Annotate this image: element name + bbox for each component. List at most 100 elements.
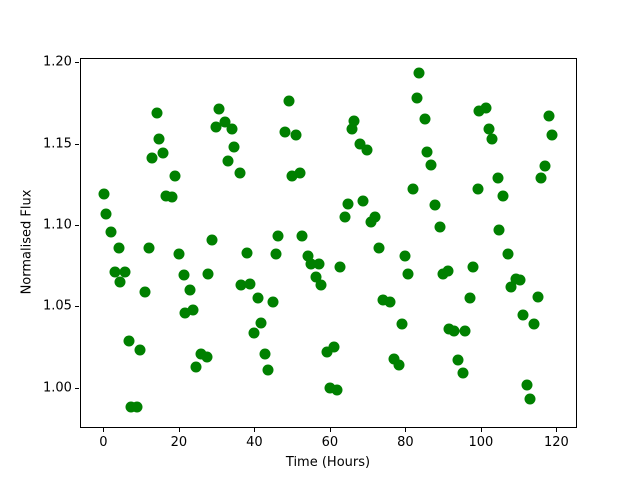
data-point (448, 325, 460, 337)
data-point (497, 190, 509, 202)
data-point (543, 110, 555, 122)
data-point (255, 317, 267, 329)
data-point (109, 266, 121, 278)
y-axis-tick (75, 143, 79, 145)
data-point (384, 296, 396, 308)
data-point (528, 318, 540, 330)
data-point (294, 167, 306, 179)
data-point (210, 121, 222, 133)
data-point (143, 242, 155, 254)
data-point (514, 274, 526, 286)
y-tick-label: 1.05 (43, 298, 72, 314)
data-point (339, 211, 351, 223)
data-point (464, 292, 476, 304)
data-point (457, 367, 469, 379)
x-axis-tick (178, 428, 180, 432)
data-point (493, 224, 505, 236)
y-tick-label: 1.20 (43, 54, 72, 70)
data-point (373, 242, 385, 254)
data-point (219, 116, 231, 128)
data-point (388, 353, 400, 365)
data-point (296, 230, 308, 242)
data-point (222, 155, 234, 167)
y-axis-label: Normalised Flux (19, 189, 35, 295)
data-point (305, 258, 317, 270)
data-point (114, 276, 126, 288)
data-point (179, 307, 191, 319)
data-point (521, 379, 533, 391)
data-point (393, 359, 405, 371)
data-point (213, 103, 225, 115)
data-point (532, 291, 544, 303)
data-point (377, 294, 389, 306)
data-point (361, 144, 373, 156)
data-point (173, 248, 185, 260)
data-point (169, 170, 181, 182)
plot-area (80, 58, 577, 428)
data-point (235, 279, 247, 291)
x-tick-label: 20 (170, 435, 188, 450)
data-point (419, 113, 431, 125)
data-point (502, 248, 514, 260)
x-axis-label: Time (Hours) (285, 455, 371, 470)
data-point (315, 279, 327, 291)
data-point (473, 105, 485, 117)
x-tick-label: 100 (468, 435, 494, 450)
data-point (134, 344, 146, 356)
y-axis-tick (75, 306, 79, 308)
y-axis-tick (75, 62, 79, 64)
data-point (139, 286, 151, 298)
data-point (369, 211, 381, 223)
data-point (539, 160, 551, 172)
data-point (123, 335, 135, 347)
data-point (283, 95, 295, 107)
data-point (535, 172, 547, 184)
data-point (153, 133, 165, 145)
data-point (228, 141, 240, 153)
data-point (342, 198, 354, 210)
data-point (184, 284, 196, 296)
data-point (241, 247, 253, 259)
x-axis-tick (329, 428, 331, 432)
x-tick-label: 60 (321, 435, 339, 450)
y-axis-tick (75, 387, 79, 389)
x-tick-label: 80 (397, 435, 414, 450)
data-point (313, 258, 325, 270)
data-point (452, 354, 464, 366)
data-point (467, 261, 479, 273)
x-axis-tick (405, 428, 407, 432)
data-point (524, 393, 536, 405)
data-point (425, 159, 437, 171)
data-point (396, 318, 408, 330)
x-axis-tick (103, 428, 105, 432)
data-point (119, 266, 131, 278)
data-point (146, 152, 158, 164)
data-point (407, 183, 419, 195)
x-axis-tick (254, 428, 256, 432)
data-point (272, 230, 284, 242)
data-point (202, 268, 214, 280)
data-point (321, 346, 333, 358)
data-point (442, 265, 454, 277)
data-point (125, 401, 137, 413)
data-point (365, 216, 377, 228)
data-point (166, 191, 178, 203)
data-point (279, 126, 291, 138)
y-axis-tick (75, 224, 79, 226)
data-point (429, 199, 441, 211)
data-point (486, 133, 498, 145)
data-point (157, 147, 169, 159)
x-tick-label: 40 (246, 435, 263, 450)
data-point (190, 361, 202, 373)
data-point (226, 123, 238, 135)
data-point (472, 183, 484, 195)
data-point (328, 341, 340, 353)
x-axis-tick (556, 428, 558, 432)
data-point (248, 327, 260, 338)
data-point (492, 172, 504, 184)
data-point (151, 107, 163, 119)
data-point (259, 348, 271, 360)
data-point (310, 271, 322, 283)
data-point (324, 382, 336, 394)
